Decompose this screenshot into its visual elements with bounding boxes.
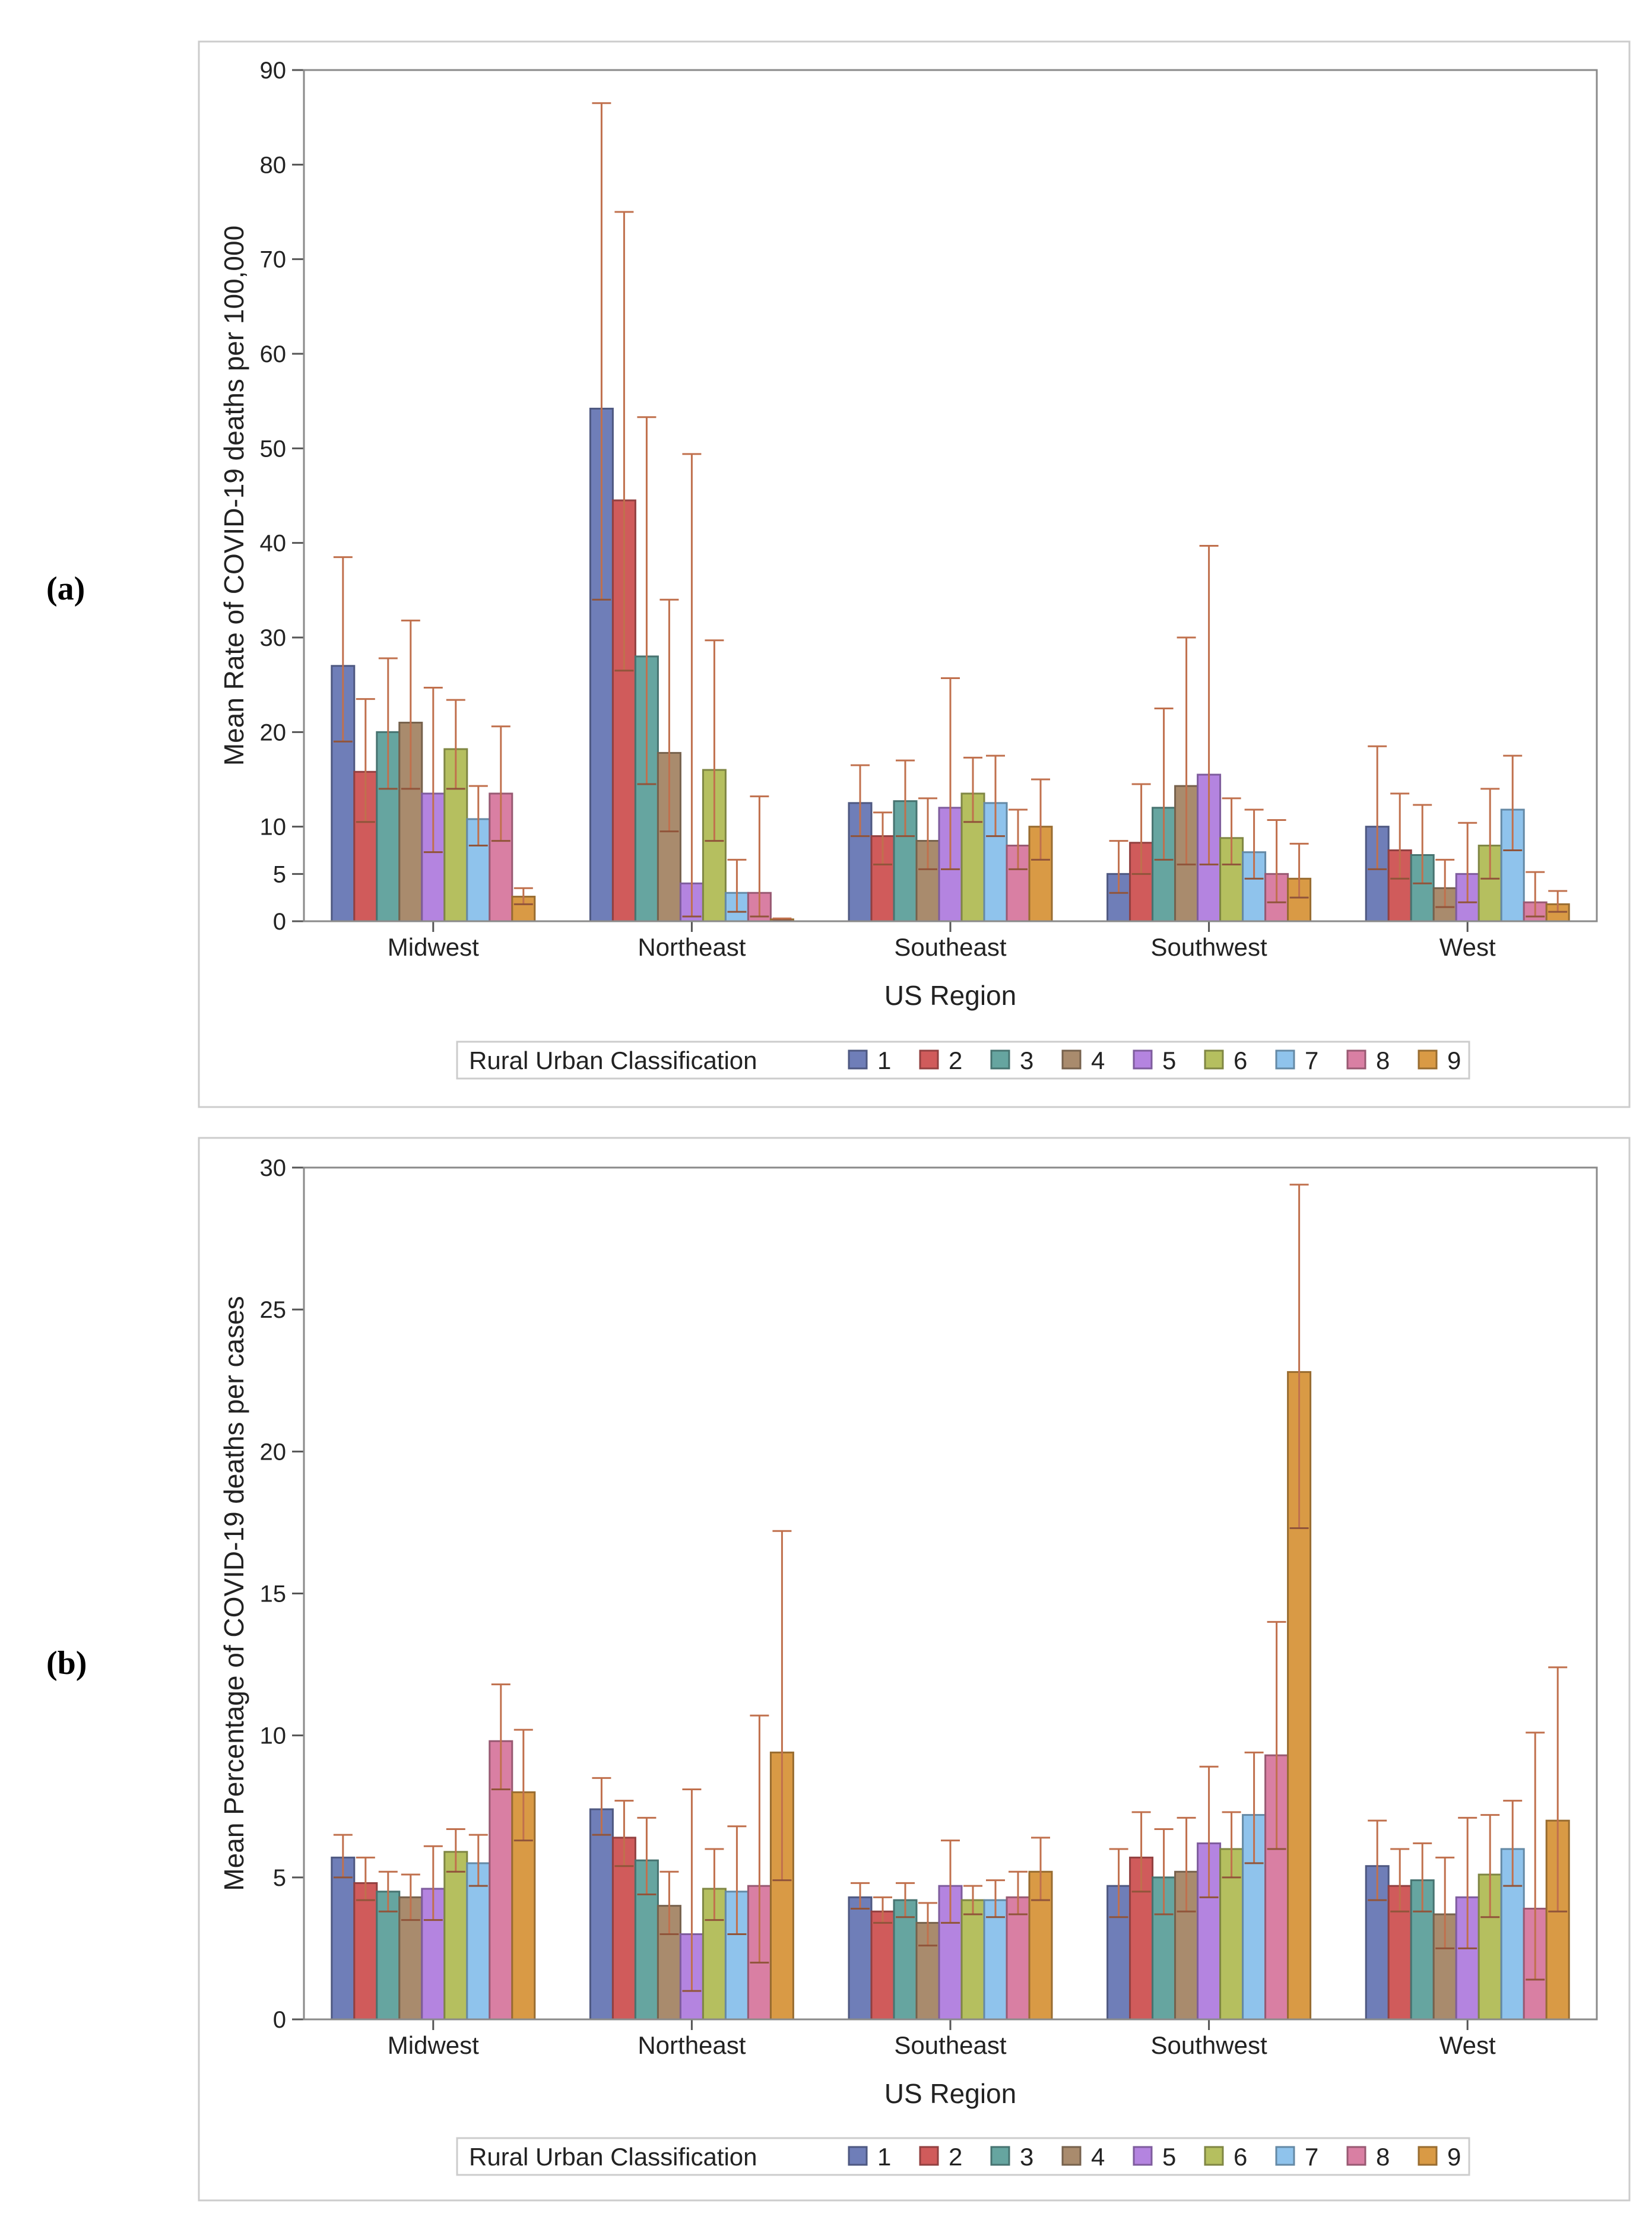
legend-label: 9: [1447, 2143, 1461, 2171]
y-tick-label: 15: [260, 1581, 287, 1607]
x-tick-label: Southwest: [1151, 933, 1267, 961]
legend-label: 7: [1305, 2143, 1318, 2171]
legend-swatch: [1418, 1049, 1438, 1070]
y-tick-label: 10: [260, 814, 287, 841]
panel-label-b: (b): [46, 1645, 87, 1682]
x-tick-label: West: [1439, 933, 1496, 961]
x-axis-title: US Region: [884, 980, 1016, 1011]
legend-swatch: [990, 1049, 1010, 1070]
y-tick-label: 0: [273, 909, 286, 935]
legend-swatch: [1418, 2146, 1438, 2166]
legend-label: 1: [877, 2143, 891, 2171]
bar: [960, 1899, 985, 2021]
bar: [1006, 1896, 1030, 2021]
x-tick-label: Midwest: [388, 2031, 479, 2059]
chart-a: 0 5 10 20 30 40 50 60 70 80 90 Midwest Northeast Sout…: [198, 40, 1631, 1108]
legend-label: 9: [1447, 1046, 1461, 1074]
legend-label: 2: [949, 1046, 962, 1074]
panel-label-a: (a): [46, 570, 85, 607]
y-tick-label: 20: [260, 719, 287, 746]
legend-box: [456, 1041, 1470, 1080]
legend-label: 5: [1162, 2143, 1176, 2171]
legend-swatch: [1061, 1049, 1082, 1070]
x-tick-label: Southwest: [1151, 2031, 1267, 2059]
legend-label: 4: [1091, 2143, 1105, 2171]
y-tick-label: 40: [260, 531, 287, 557]
y-tick-label: 5: [273, 861, 286, 887]
bar: [848, 1896, 873, 2021]
legend-swatch: [1204, 2146, 1224, 2166]
legend-label: 3: [1020, 1046, 1033, 1074]
y-axis-title: Mean Percentage of COVID-19 deaths per c…: [218, 1296, 249, 1891]
bar: [870, 1910, 895, 2021]
legend-swatch: [919, 2146, 939, 2166]
legend-title: Rural Urban Classification: [469, 1046, 757, 1074]
legend-label: 3: [1020, 2143, 1033, 2171]
legend-label: 8: [1376, 1046, 1390, 1074]
legend-swatch: [1133, 1049, 1153, 1070]
legend-swatch: [1133, 2146, 1153, 2166]
bar: [983, 1899, 1008, 2021]
legend-label: 6: [1234, 2143, 1247, 2171]
x-tick-label: Midwest: [388, 933, 479, 961]
plot-area: [303, 1166, 1598, 2021]
x-axis-title: US Region: [884, 2078, 1016, 2109]
legend-label: 4: [1091, 1046, 1105, 1074]
y-tick-label: 5: [273, 1865, 286, 1891]
y-tick-label: 0: [273, 2007, 286, 2033]
legend-swatch: [848, 2146, 868, 2166]
y-tick-label: 90: [260, 58, 287, 84]
bar: [443, 1851, 468, 2021]
legend-label: 5: [1162, 1046, 1176, 1074]
legend-swatch: [990, 2146, 1010, 2166]
bar: [893, 1899, 918, 2021]
y-tick-label: 70: [260, 247, 287, 273]
legend-swatch: [1275, 2146, 1295, 2166]
legend-swatch: [1275, 1049, 1295, 1070]
legend-swatch: [1204, 1049, 1224, 1070]
legend-label: 7: [1305, 1046, 1318, 1074]
legend-box: [456, 2137, 1470, 2176]
y-tick-label: 30: [260, 1155, 287, 1181]
x-tick-label: Southeast: [894, 933, 1006, 961]
y-tick-label: 10: [260, 1723, 287, 1749]
x-tick-label: West: [1439, 2031, 1496, 2059]
legend-label: 1: [877, 1046, 891, 1074]
chart-frame: [198, 1137, 1631, 2202]
y-tick-label: 60: [260, 341, 287, 367]
chart-frame: [198, 40, 1631, 1108]
plot-area: [303, 69, 1598, 922]
bar: [589, 1808, 614, 2021]
y-tick-label: 25: [260, 1297, 287, 1323]
bar: [353, 1882, 378, 2021]
x-tick-label: Northeast: [638, 2031, 746, 2059]
y-tick-label: 30: [260, 625, 287, 651]
legend-swatch: [1061, 2146, 1082, 2166]
legend-swatch: [919, 1049, 939, 1070]
legend-label: 8: [1376, 2143, 1390, 2171]
legend-title: Rural Urban Classification: [469, 2143, 757, 2171]
legend-swatch: [1346, 2146, 1366, 2166]
legend-label: 6: [1234, 1046, 1247, 1074]
x-tick-label: Northeast: [638, 933, 746, 961]
legend-label: 2: [949, 2143, 962, 2171]
y-tick-label: 80: [260, 152, 287, 178]
y-axis-title: Mean Rate of COVID-19 deaths per 100,000: [218, 226, 249, 766]
legend-swatch: [1346, 1049, 1366, 1070]
x-tick-label: Southeast: [894, 2031, 1006, 2059]
y-tick-label: 50: [260, 436, 287, 462]
y-tick-label: 20: [260, 1439, 287, 1465]
legend-swatch: [848, 1049, 868, 1070]
bar: [331, 1856, 356, 2021]
